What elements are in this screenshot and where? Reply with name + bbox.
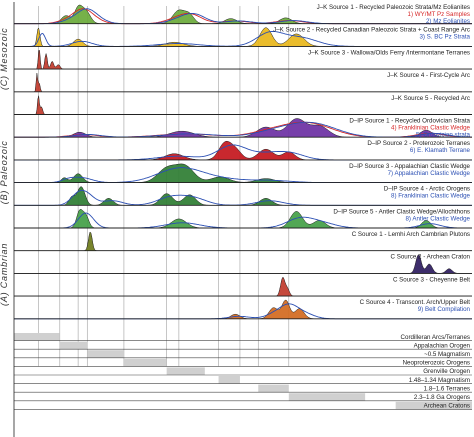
panel-10: D–IP Source 5 - Antler Clastic Wedge/All… — [14, 208, 472, 229]
panel-10-title: D–IP Source 5 - Antler Clastic Wedge/All… — [333, 208, 470, 215]
event-label-3: ~0.5 Magmatism — [424, 351, 470, 358]
panel-11: C Source 1 - Lemhi Arch Cambrian Plutons — [14, 231, 472, 252]
panel-1-title: J–K Source 1 - Recycled Paleozoic Strata… — [317, 4, 470, 11]
panel-2: J–K Source 2 - Recycled Canadian Paleozo… — [14, 27, 472, 47]
group-label-3: (A) Cambrian — [0, 243, 9, 306]
panel-13-title: C Source 3 - Cheyenne Belt — [393, 276, 470, 283]
panel-7-title: D–IP Source 2 - Proterozoic Terranes — [367, 140, 470, 147]
event-label-4: Neoproterozoic Orogens — [403, 360, 470, 367]
panel-1-overlay-label-2: 2) Mz Eolianites — [426, 18, 470, 25]
panel-5: J–K Source 5 - Recycled Arc — [14, 95, 472, 115]
event-label-8: 2.3–1.8 Ga Orogens — [414, 394, 470, 401]
panel-8-overlay-label-1: 7) Appalachian Clastic Wedge — [388, 170, 471, 177]
panel-8: D–IP Source 3 - Appalachian Clastic Wedg… — [14, 163, 472, 184]
event-bar-2 — [59, 341, 88, 350]
panel-14-title: C Source 4 - Transcont. Arch/Upper Belt — [360, 299, 471, 306]
event-bar-6 — [218, 376, 240, 384]
event-bar-3 — [87, 350, 124, 358]
panel-4-title: J–K Source 4 - First-Cycle Arc — [387, 72, 470, 79]
event-label-7: 1.8–1.6 Terranes — [424, 385, 470, 392]
panel-13: C Source 3 - Cheyenne Belt — [14, 276, 472, 297]
panel-12-title: C Source 2 - Archean Craton — [391, 254, 471, 261]
panel-8-title: D–IP Source 3 - Appalachian Clastic Wedg… — [349, 163, 470, 170]
event-row-1: Cordilleran Arcs/Terranes — [14, 333, 472, 341]
panel-14-overlay-label-1: 9) Belt Compilation — [418, 306, 471, 313]
event-label-9: Archean Cratons — [424, 403, 470, 410]
event-row-4: Neoproterozoic Orogens — [14, 358, 472, 367]
panel-2-overlay-label-1: 3) S. BC Pz Strata — [419, 34, 470, 41]
event-bar-7 — [258, 384, 289, 393]
event-bar-4 — [123, 358, 167, 367]
panel-12: C Source 2 - Archean Craton — [14, 254, 472, 274]
panel-6-overlay-label-2: 5) Ordovician strata — [416, 132, 471, 139]
panel-6-title: D–IP Source 1 - Recycled Ordovician Stra… — [349, 118, 470, 125]
panel-3: J–K Source 3 - Wallowa/Olds Ferry /Inter… — [14, 49, 472, 70]
event-bar-8 — [288, 393, 366, 401]
panel-14: C Source 4 - Transcont. Arch/Upper Belt9… — [14, 299, 472, 320]
event-row-7: 1.8–1.6 Terranes — [14, 384, 472, 393]
event-row-2: Appalachian Orogen — [14, 341, 472, 350]
panel-5-title: J–K Source 5 - Recycled Arc — [391, 95, 470, 102]
event-row-5: Grenville Orogen — [14, 367, 472, 376]
event-bar-1 — [14, 333, 60, 341]
event-bar-5 — [166, 367, 205, 375]
panel-1-overlay-label-1: 1) WY/MT Pz Samples — [408, 11, 470, 18]
event-row-8: 2.3–1.8 Ga Orogens — [14, 393, 472, 402]
panel-2-title: J–K Source 2 - Recycled Canadian Paleozo… — [273, 27, 470, 34]
event-row-9: Archean Cratons — [14, 401, 472, 410]
panel-7-overlay-label-1: 6) E. Klamath Terrane — [410, 147, 471, 154]
panel-4: J–K Source 4 - First-Cycle Arc — [14, 72, 472, 93]
event-row-3: ~0.5 Magmatism — [14, 350, 472, 359]
event-row-6: 1.48–1.34 Magmatism — [14, 376, 472, 384]
event-label-1: Cordilleran Arcs/Terranes — [401, 334, 470, 341]
panel-11-title: C Source 1 - Lemhi Arch Cambrian Plutons — [352, 231, 470, 238]
event-label-5: Grenville Orogen — [423, 368, 470, 375]
event-bar-9 — [395, 401, 472, 410]
panel-6-overlay-label-1: 4) Franklinian Clastic Wedge — [391, 125, 471, 132]
panel-9-overlay-label-1: 8) Franklinian Clastic Wedge — [391, 193, 471, 200]
group-label-2: (B) Paleozoic — [0, 140, 9, 204]
group-label-1: (C) Mesozoic — [0, 27, 9, 90]
panel-9-title: D–IP Source 4 - Arctic Orogens — [384, 186, 470, 193]
panel-6: D–IP Source 1 - Recycled Ordovician Stra… — [14, 118, 472, 139]
event-label-6: 1.48–1.34 Magmatism — [409, 377, 470, 384]
panel-3-title: J–K Source 3 - Wallowa/Olds Ferry /Inter… — [308, 49, 470, 56]
panel-1: J–K Source 1 - Recycled Paleozoic Strata… — [14, 4, 472, 25]
panel-10-overlay-label-1: 8) Antler Clastic Wedge — [405, 215, 470, 222]
event-label-2: Appalachian Orogen — [414, 342, 471, 349]
